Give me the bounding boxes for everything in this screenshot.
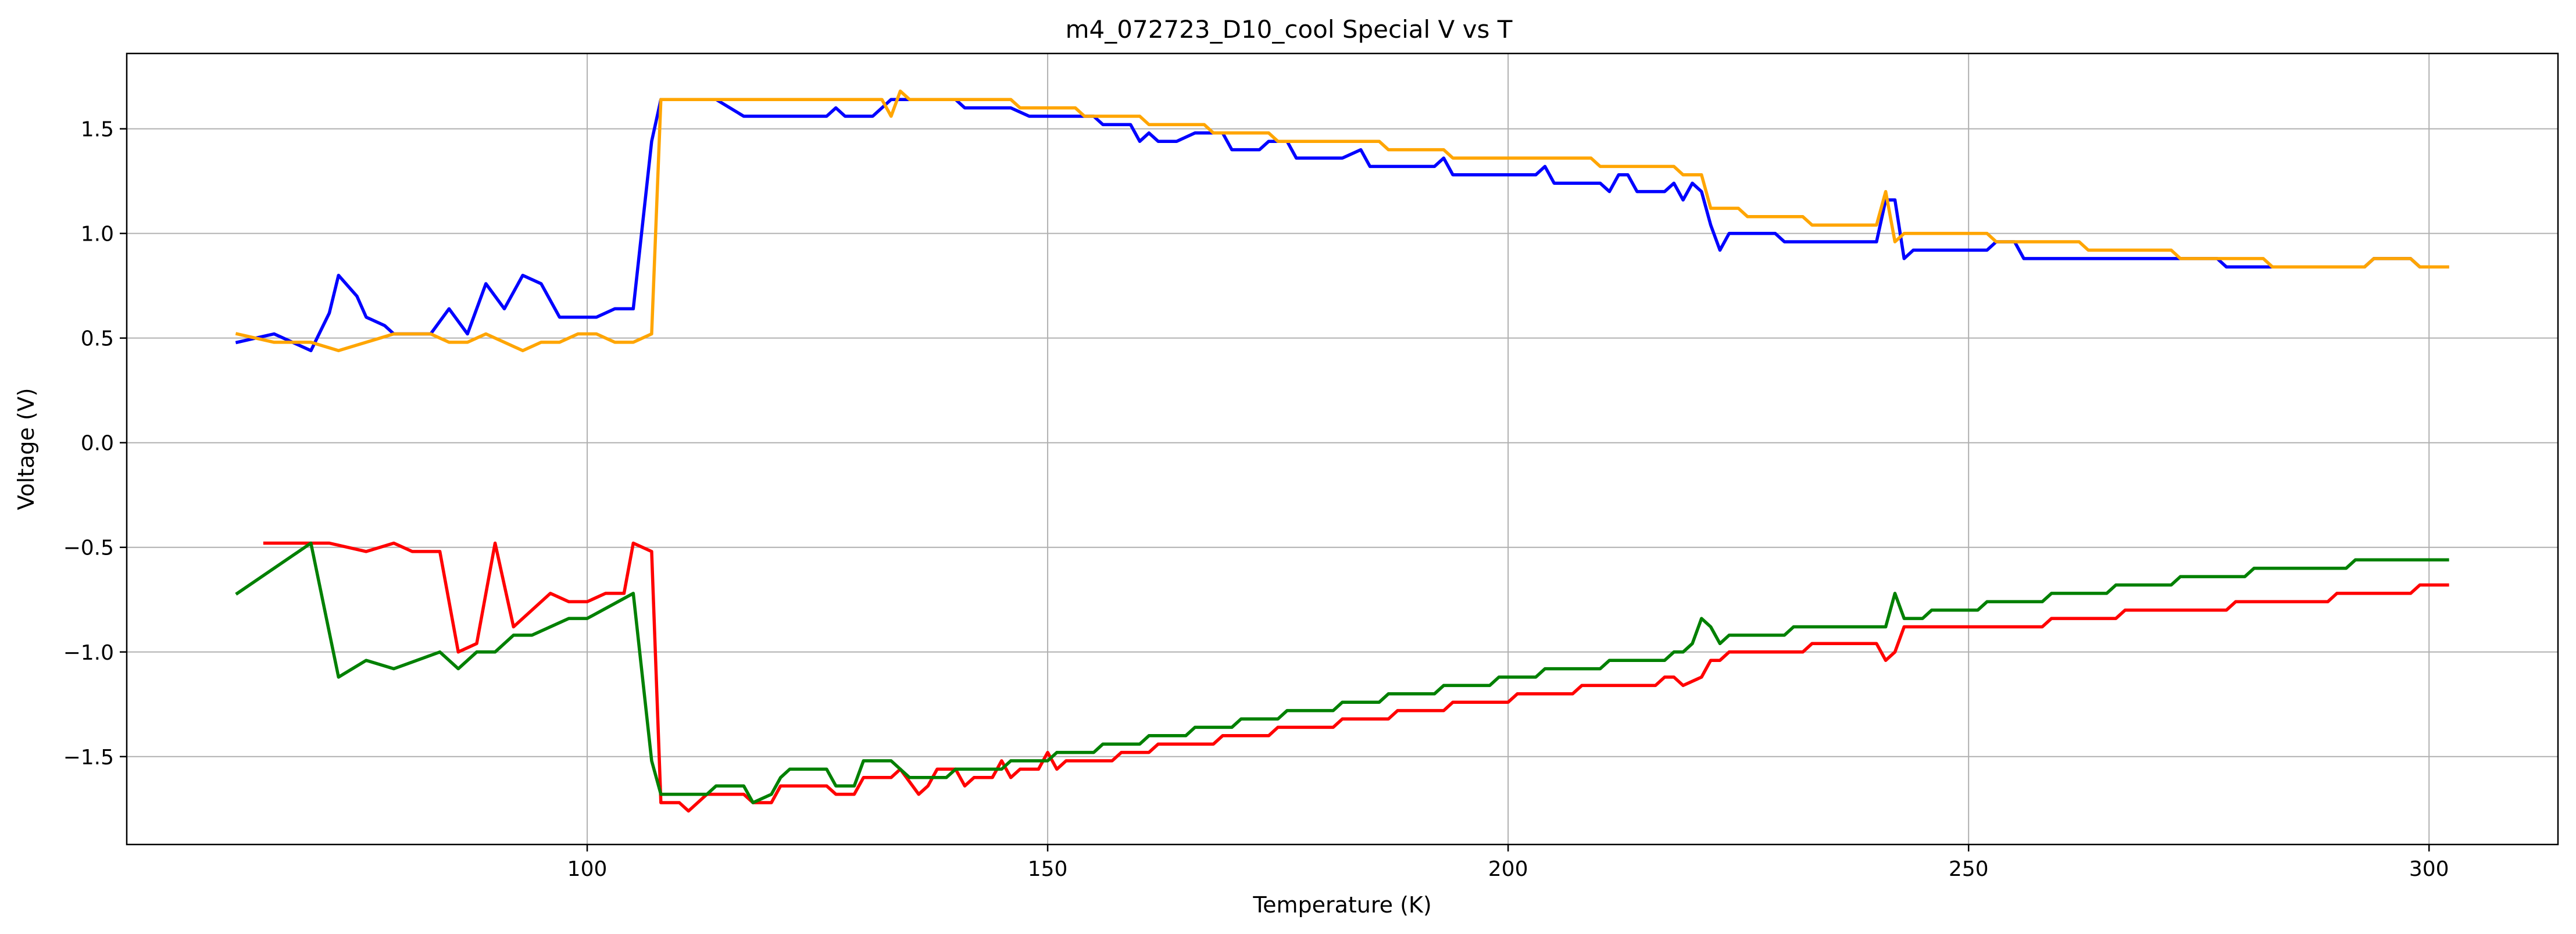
y-tick-label: −1.0: [63, 641, 114, 665]
series-line-3: [263, 541, 2449, 813]
plot-area-frame: [126, 52, 2559, 846]
x-tick-label: 250: [1949, 857, 1989, 881]
gridlines: [127, 53, 2558, 844]
series-lines: [235, 90, 2449, 813]
x-tick-label: 150: [1028, 857, 1068, 881]
x-tick-label: 100: [567, 857, 608, 881]
y-tick-label: −1.5: [63, 746, 114, 770]
y-tick-label: 1.0: [81, 223, 114, 246]
series-line-2: [235, 90, 2449, 353]
x-tick-label: 300: [2409, 857, 2449, 881]
series-line-4: [235, 541, 2449, 804]
y-axis-label: Voltage (V): [13, 388, 39, 510]
axis-ticks: 100 150 200 250 300 −1.5 −1.0 −0.5 0.0 0.5 1.0 1.5: [63, 118, 2449, 881]
y-tick-label: 1.5: [81, 118, 114, 142]
y-tick-label: 0.5: [81, 327, 114, 351]
y-tick-label: −0.5: [63, 536, 114, 560]
y-tick-label: 0.0: [81, 432, 114, 456]
x-tick-label: 200: [1488, 857, 1528, 881]
chart-title: m4_072723_D10_cool Special V vs T: [1066, 15, 1513, 44]
x-axis-label: Temperature (K): [1252, 892, 1431, 918]
